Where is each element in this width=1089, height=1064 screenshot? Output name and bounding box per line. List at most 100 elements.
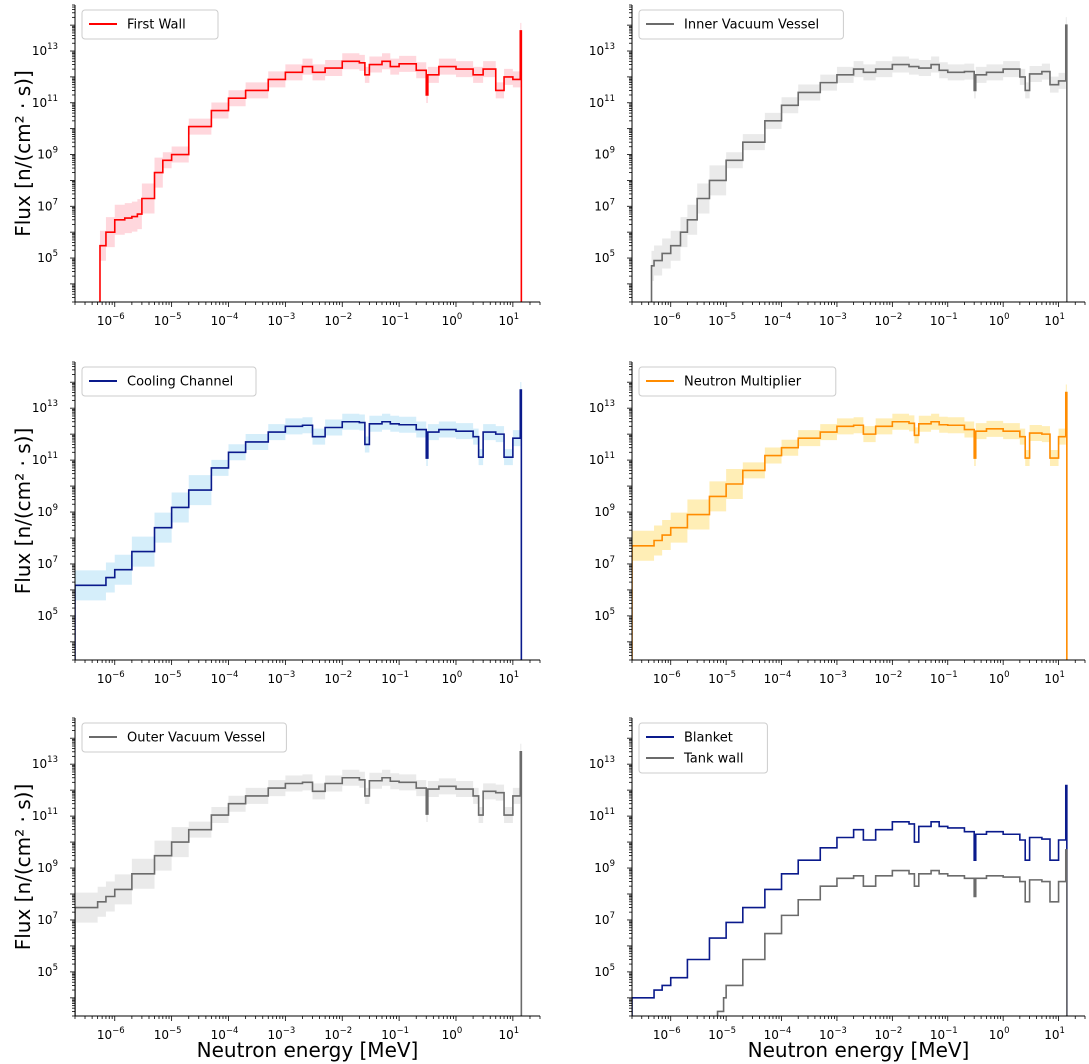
y-tick-label: 107	[594, 197, 615, 213]
legend: Cooling Channel	[81, 366, 257, 397]
legend-label: Neutron Multiplier	[684, 375, 802, 390]
series-line-outer-vacuum-vessel	[75, 750, 523, 1016]
panel-bottom-left: 10−6 10−5 10−4 10−3 10−2 10−1 100 1011051071091…	[11, 717, 541, 1062]
panel-bottom-right: 10−6 10−5 10−4 10−3 10−2 10−1 100 1011051071091…	[589, 717, 1086, 1062]
y-tick-label: 107	[37, 197, 58, 213]
y-tick-label: 105	[37, 607, 58, 623]
x-tick-label: 10−6	[653, 1026, 681, 1042]
x-axis-title: Neutron energy [MeV]	[748, 1038, 970, 1062]
uncertainty-band-cooling-channel	[75, 382, 522, 601]
series-line-cooling-channel	[75, 389, 523, 660]
legend-frame	[81, 366, 257, 397]
x-tick-label: 100	[989, 670, 1010, 686]
x-tick-label: 10−4	[211, 670, 239, 686]
x-tick-label: 101	[1044, 670, 1065, 686]
y-tick-label: 1011	[32, 451, 58, 467]
legend-label: First Wall	[127, 18, 186, 33]
legend-frame	[81, 9, 219, 40]
panel-top-right: 10−6 10−5 10−4 10−3 10−2 10−1 100 101 105 107 109 1…	[589, 4, 1086, 328]
series-line-tank-wall	[716, 849, 1068, 1016]
series-line-first-wall	[99, 30, 523, 302]
y-tick-label: 109	[37, 146, 58, 162]
y-tick-label: 109	[594, 503, 615, 519]
uncertainty-band-neutron-multiplier	[632, 384, 1067, 561]
x-tick-label: 10−4	[764, 670, 792, 686]
y-tick-label: 1013	[589, 755, 615, 771]
legend: Outer Vacuum Vessel	[81, 722, 287, 753]
x-tick-label: 10−1	[930, 670, 958, 686]
x-tick-label: 10−3	[819, 312, 847, 328]
x-axis-title: Neutron energy [MeV]	[197, 1038, 419, 1062]
y-tick-label: 109	[37, 859, 58, 875]
x-tick-label: 10−3	[267, 312, 295, 328]
legend: Inner Vacuum Vessel	[638, 9, 844, 40]
x-tick-label: 10−5	[708, 1026, 736, 1042]
y-tick-label: 1013	[32, 399, 58, 415]
x-tick-label: 10−2	[874, 670, 902, 686]
uncertainty-band-outer-vacuum-vessel	[75, 743, 522, 923]
x-tick-label: 101	[1044, 1026, 1065, 1042]
x-tick-label: 10−3	[819, 670, 847, 686]
y-axis-title: Flux [n/(cm² · s)]	[11, 784, 35, 951]
y-tick-label: 1011	[32, 94, 58, 110]
y-tick-label: 1013	[32, 42, 58, 58]
x-tick-label: 10−1	[930, 312, 958, 328]
y-tick-label: 105	[37, 963, 58, 979]
series-line-inner-vacuum-vessel	[650, 24, 1068, 302]
panel-top-left: 10−6 10−5 10−4 10−3 10−2 10−1 100 101 105 107 109 1…	[11, 4, 541, 328]
x-tick-label: 100	[989, 312, 1010, 328]
uncertainty-band-first-wall	[99, 22, 522, 261]
legend-frame	[638, 9, 844, 40]
x-tick-label: 10−4	[211, 312, 239, 328]
y-tick-label: 109	[594, 859, 615, 875]
y-tick-label: 1011	[589, 807, 615, 823]
y-tick-label: 105	[594, 607, 615, 623]
y-tick-label: 105	[594, 963, 615, 979]
x-tick-label: 101	[1044, 312, 1065, 328]
legend: Blanket Tank wall	[638, 722, 768, 774]
legend-label: Tank wall	[683, 752, 743, 767]
x-tick-label: 10−6	[653, 670, 681, 686]
legend-frame	[638, 366, 837, 397]
x-tick-label: 10−5	[708, 670, 736, 686]
x-tick-label: 101	[499, 312, 520, 328]
x-tick-label: 10−6	[97, 670, 125, 686]
y-tick-label: 107	[594, 555, 615, 571]
y-tick-label: 107	[37, 911, 58, 927]
legend-label: Outer Vacuum Vessel	[127, 731, 265, 746]
x-tick-label: 10−3	[267, 670, 295, 686]
y-tick-label: 1013	[32, 755, 58, 771]
y-tick-label: 107	[37, 555, 58, 571]
legend: Neutron Multiplier	[638, 366, 837, 397]
y-tick-label: 1011	[32, 807, 58, 823]
x-tick-label: 10−4	[764, 312, 792, 328]
x-tick-label: 101	[499, 670, 520, 686]
y-tick-label: 1013	[589, 399, 615, 415]
x-tick-label: 100	[989, 1026, 1010, 1042]
y-tick-label: 107	[594, 911, 615, 927]
series-line-neutron-multiplier	[632, 391, 1068, 660]
panel-middle-left: 10−6 10−5 10−4 10−3 10−2 10−1 100 101 105 107 109 1…	[11, 361, 541, 686]
x-tick-label: 10−6	[97, 312, 125, 328]
legend-label: Inner Vacuum Vessel	[684, 18, 819, 33]
legend-label: Cooling Channel	[127, 375, 233, 390]
x-tick-label: 100	[442, 312, 463, 328]
y-tick-label: 109	[594, 146, 615, 162]
x-tick-label: 10−2	[324, 312, 352, 328]
x-tick-label: 100	[442, 670, 463, 686]
y-tick-label: 1011	[589, 451, 615, 467]
y-tick-label: 109	[37, 503, 58, 519]
y-tick-label: 105	[37, 249, 58, 265]
x-tick-label: 10−1	[381, 312, 409, 328]
y-tick-label: 105	[594, 249, 615, 265]
x-tick-label: 10−5	[708, 312, 736, 328]
x-tick-label: 10−2	[874, 312, 902, 328]
legend: First Wall	[81, 9, 219, 40]
x-tick-label: 10−2	[324, 670, 352, 686]
x-tick-label: 10−6	[97, 1026, 125, 1042]
x-tick-label: 10−5	[154, 312, 182, 328]
legend-frame	[638, 722, 768, 774]
y-tick-label: 1011	[589, 94, 615, 110]
x-tick-label: 10−1	[381, 670, 409, 686]
